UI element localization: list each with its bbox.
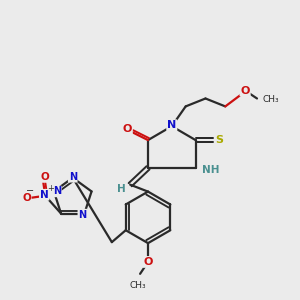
Text: N: N <box>40 190 49 200</box>
Text: H: H <box>117 184 126 194</box>
Text: N: N <box>69 172 77 182</box>
Text: NH: NH <box>202 165 219 175</box>
Text: O: O <box>143 257 153 267</box>
Text: N: N <box>78 210 86 220</box>
Text: CH₃: CH₃ <box>130 281 146 290</box>
Text: O: O <box>240 85 250 96</box>
Text: −: − <box>26 186 34 196</box>
Text: +: + <box>47 184 54 193</box>
Text: O: O <box>122 124 132 134</box>
Text: N: N <box>167 120 176 130</box>
Text: O: O <box>41 172 50 182</box>
Text: N: N <box>53 186 61 197</box>
Text: S: S <box>215 135 223 145</box>
Text: CH₃: CH₃ <box>263 95 280 104</box>
Text: O: O <box>22 193 31 203</box>
